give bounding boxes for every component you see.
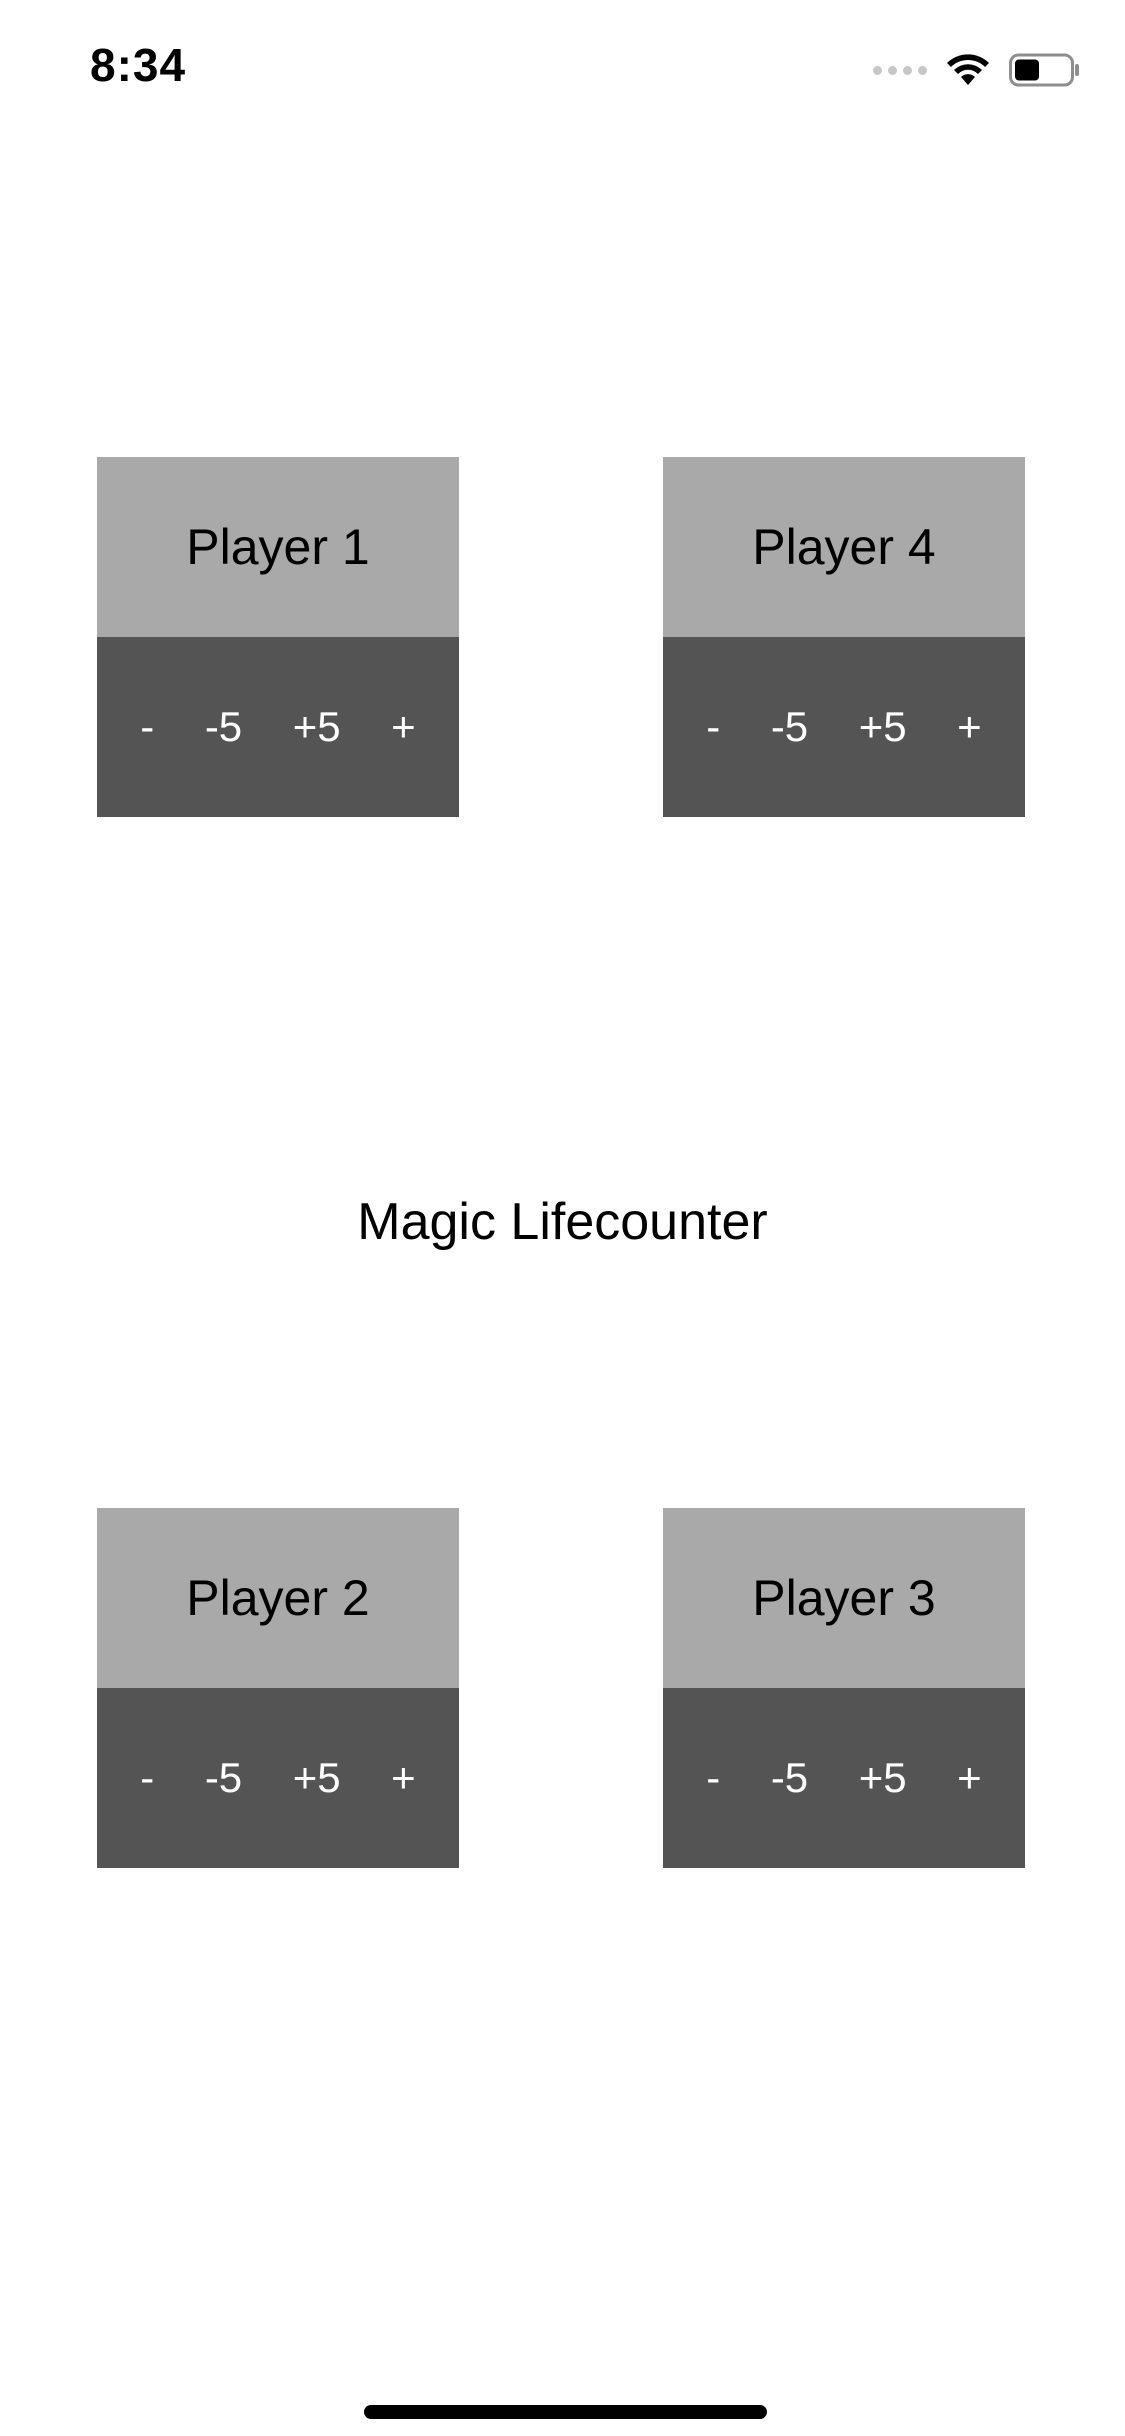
- player-controls: - -5 +5 +: [97, 1688, 459, 1868]
- status-icons: [873, 48, 1081, 92]
- increment-one-button[interactable]: +: [379, 1744, 428, 1812]
- player-name: Player 2: [186, 1570, 370, 1626]
- status-time: 8:34: [90, 39, 187, 91]
- player-controls: - -5 +5 +: [97, 637, 459, 817]
- player-card: Player 4 - -5 +5 +: [663, 457, 1025, 817]
- increment-five-button[interactable]: +5: [281, 693, 353, 761]
- increment-one-button[interactable]: +: [945, 693, 994, 761]
- player-name: Player 3: [752, 1570, 936, 1626]
- status-bar: 8:34: [0, 0, 1125, 140]
- decrement-five-button[interactable]: -5: [759, 693, 820, 761]
- increment-one-button[interactable]: +: [945, 1744, 994, 1812]
- decrement-one-button[interactable]: -: [694, 1744, 732, 1812]
- player-card: Player 3 - -5 +5 +: [663, 1508, 1025, 1868]
- player-name: Player 4: [752, 519, 936, 575]
- signal-dots-icon: [873, 65, 927, 75]
- decrement-one-button[interactable]: -: [128, 1744, 166, 1812]
- player-card: Player 2 - -5 +5 +: [97, 1508, 459, 1868]
- player-name: Player 1: [186, 519, 370, 575]
- increment-five-button[interactable]: +5: [281, 1744, 353, 1812]
- increment-five-button[interactable]: +5: [847, 1744, 919, 1812]
- increment-five-button[interactable]: +5: [847, 693, 919, 761]
- player-controls: - -5 +5 +: [663, 637, 1025, 817]
- player-controls: - -5 +5 +: [663, 1688, 1025, 1868]
- decrement-five-button[interactable]: -5: [759, 1744, 820, 1812]
- player-card: Player 1 - -5 +5 +: [97, 457, 459, 817]
- decrement-one-button[interactable]: -: [128, 693, 166, 761]
- decrement-five-button[interactable]: -5: [193, 693, 254, 761]
- player-name-area: Player 1: [97, 457, 459, 637]
- decrement-one-button[interactable]: -: [694, 693, 732, 761]
- player-name-area: Player 4: [663, 457, 1025, 637]
- battery-icon: [1009, 53, 1081, 87]
- player-name-area: Player 2: [97, 1508, 459, 1688]
- home-indicator[interactable]: [364, 2405, 767, 2419]
- wifi-icon: [945, 53, 991, 87]
- player-name-area: Player 3: [663, 1508, 1025, 1688]
- decrement-five-button[interactable]: -5: [193, 1744, 254, 1812]
- increment-one-button[interactable]: +: [379, 693, 428, 761]
- app-title: Magic Lifecounter: [357, 1193, 768, 1251]
